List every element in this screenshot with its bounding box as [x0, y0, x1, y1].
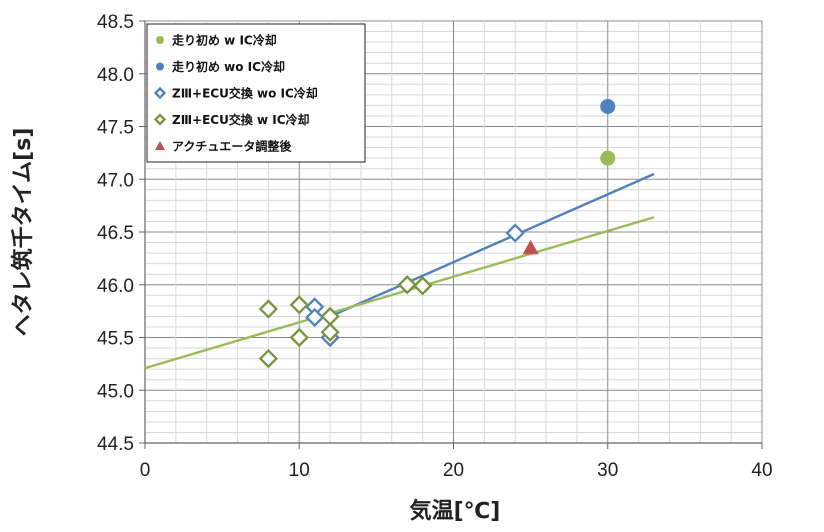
- point-ZⅢ+ECU交換-w-IC冷却: [397, 275, 417, 295]
- y-tick-label: 44.5: [97, 434, 134, 455]
- y-tick-label: 46.5: [97, 223, 134, 244]
- point-ZⅢ+ECU交換-w-IC冷却: [320, 322, 340, 342]
- point-ZⅢ+ECU交換-w-IC冷却: [289, 295, 309, 315]
- x-tick-label: 10: [289, 460, 310, 481]
- x-tick-label: 40: [751, 460, 772, 481]
- legend-label-ZⅢ+ECU交換-wo-IC冷却: ZⅢ+ECU交換 wo IC冷却: [172, 86, 318, 101]
- x-tick-labels: 0 10 20 30 40: [140, 460, 773, 481]
- legend-marker-ZⅢ+ECU交換-w-IC冷却: [153, 113, 167, 126]
- point-ZⅢ+ECU交換-w-IC冷却: [289, 327, 309, 348]
- point-走り初め-w-IC冷却: [600, 150, 616, 166]
- x-tick-label: 20: [443, 460, 464, 481]
- y-tick-label: 45.0: [97, 381, 134, 402]
- grid: [144, 20, 763, 444]
- point-ZⅢ+ECU交換-wo-IC冷却: [305, 307, 325, 328]
- y-tick-label: 47.0: [97, 170, 134, 191]
- legend-marker-ZⅢ+ECU交換-wo-IC冷却: [153, 86, 167, 100]
- point-ZⅢ+ECU交換-wo-IC冷却: [505, 223, 525, 243]
- point-ZⅢ+ECU交換-w-IC冷却: [258, 299, 279, 319]
- legend-marker-アクチュエータ調整後: [155, 141, 165, 150]
- point-ZⅢ+ECU交換-w-IC冷却: [413, 276, 433, 296]
- y-tick-labels: 44.5 45.0 45.5 46.0 46.5 47.0 47.5 48.0 48.5: [97, 12, 134, 455]
- trendlines: [144, 172, 655, 370]
- legend-label-走り初め-w-IC冷却: 走り初め w IC冷却: [172, 33, 277, 48]
- y-tick-label: 48.5: [97, 12, 134, 33]
- x-axis-title: 気温[℃]: [410, 498, 501, 524]
- legend-frame: [146, 23, 366, 163]
- x-tick-label: 30: [597, 460, 618, 481]
- data-points: [258, 98, 616, 369]
- y-tick-label: 48.0: [97, 65, 134, 86]
- legend-marker-走り初め-wo-IC冷却: [156, 62, 164, 71]
- axes: [139, 20, 763, 449]
- point-走り初め-wo-IC冷却: [600, 98, 616, 114]
- trendline-ZⅢ+ECU交換-w-IC冷却: [144, 216, 655, 370]
- y-tick-label: 46.0: [97, 276, 134, 297]
- y-axis-title: ヘタレ筑千タイム[s]: [10, 128, 36, 337]
- y-tick-label: 47.5: [97, 118, 134, 139]
- legend-label-ZⅢ+ECU交換-w-IC冷却: ZⅢ+ECU交換 w IC冷却: [172, 112, 310, 127]
- legend-marker-走り初め-w-IC冷却: [156, 36, 164, 44]
- legend-label-アクチュエータ調整後: アクチュエータ調整後: [172, 139, 292, 154]
- point-アクチュエータ調整後: [522, 239, 539, 255]
- legend-label-走り初め-wo-IC冷却: 走り初め wo IC冷却: [172, 59, 285, 74]
- y-tick-label: 45.5: [97, 329, 134, 350]
- trendline-ZⅢ+ECU交換-wo-IC冷却: [329, 172, 655, 318]
- x-tick-label: 0: [140, 460, 151, 481]
- point-ZⅢ+ECU交換-w-IC冷却: [258, 348, 279, 369]
